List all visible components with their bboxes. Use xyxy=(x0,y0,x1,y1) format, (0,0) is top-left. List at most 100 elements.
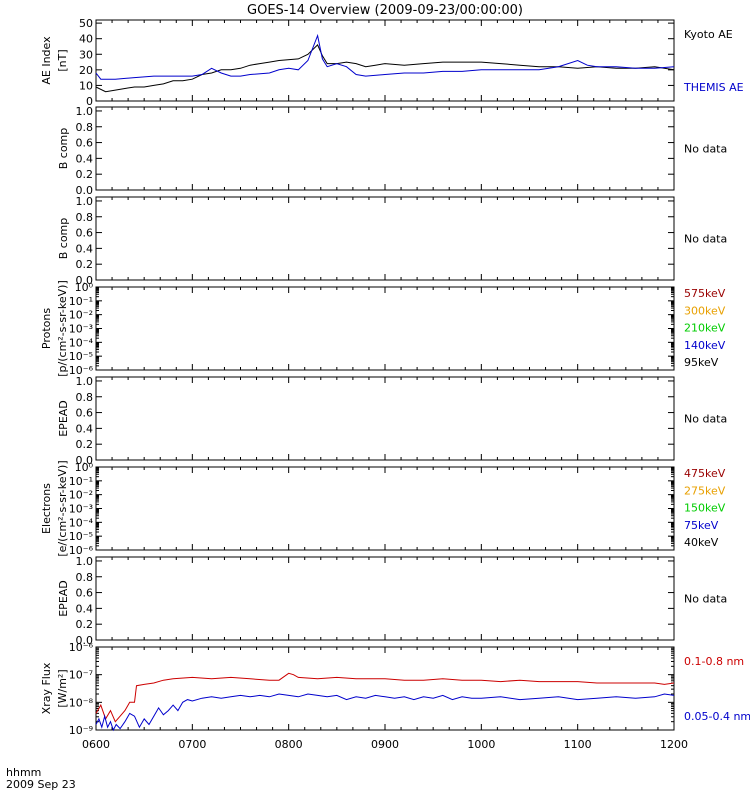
x-tick-label: 0800 xyxy=(275,738,303,751)
panel-frame xyxy=(95,646,675,731)
legend-entry: 275keV xyxy=(684,484,726,497)
y-axis-label: EPEAD xyxy=(57,400,70,437)
x-tick-label: 0900 xyxy=(371,738,399,751)
no-data-message: No data xyxy=(684,593,727,606)
y-tick-label: 0.0 xyxy=(76,274,94,287)
panel-frame xyxy=(95,376,675,461)
y-tick-label: 10⁻⁴ xyxy=(69,336,94,349)
y-tick-label: 10⁻⁵ xyxy=(69,530,93,543)
x-tick-label: 1200 xyxy=(660,738,688,751)
y-tick-label: 20 xyxy=(79,64,93,77)
y-axis-label: EPEAD xyxy=(57,580,70,617)
panel-frame xyxy=(95,286,675,371)
y-tick-label: 0.0 xyxy=(76,184,94,197)
footer-date-label: 2009 Sep 23 xyxy=(6,778,76,791)
y-tick-label: 10 xyxy=(79,79,93,92)
y-axis-label: [p/(cm²-s-sr-keV)] xyxy=(56,280,69,377)
y-axis-label: B comp xyxy=(57,218,70,260)
y-tick-label: 0.2 xyxy=(76,618,94,631)
y-axis-label: [W/m²] xyxy=(56,669,69,707)
y-tick-label: 0.6 xyxy=(76,227,94,240)
y-tick-label: 0.6 xyxy=(76,407,94,420)
y-tick-label: 10⁻⁶ xyxy=(69,544,94,557)
legend-entry: 150keV xyxy=(684,502,726,515)
y-axis-label: AE Index xyxy=(40,36,53,85)
y-tick-label: 0.4 xyxy=(76,152,94,165)
y-tick-label: 0.2 xyxy=(76,438,94,451)
y-tick-label: 0.4 xyxy=(76,242,94,255)
y-tick-label: 1.0 xyxy=(76,105,94,118)
y-tick-label: 10⁻³ xyxy=(69,503,93,516)
y-tick-label: 30 xyxy=(79,48,93,61)
x-tick-label: 0700 xyxy=(178,738,206,751)
y-tick-label: 0 xyxy=(86,95,93,108)
y-tick-label: 10⁻¹ xyxy=(69,295,93,308)
panel-frame xyxy=(95,196,675,281)
y-tick-label: 40 xyxy=(79,33,93,46)
y-axis-label: Xray Flux xyxy=(40,662,53,714)
y-tick-label: 10⁻⁶ xyxy=(69,641,94,654)
panel-frame xyxy=(95,19,675,102)
y-tick-label: 0.2 xyxy=(76,258,94,271)
y-tick-label: 10⁻¹ xyxy=(69,475,93,488)
series-line-kyoto-ae xyxy=(95,44,675,93)
x-tick-label: 1100 xyxy=(564,738,592,751)
legend-entry: 40keV xyxy=(684,536,719,549)
y-tick-label: 0.4 xyxy=(76,422,94,435)
legend-entry: 210keV xyxy=(684,322,726,335)
y-tick-label: 1.0 xyxy=(76,555,94,568)
y-tick-label: 10⁰ xyxy=(75,461,94,474)
legend-entry: 140keV xyxy=(684,339,726,352)
y-axis-label: Protons xyxy=(40,308,53,349)
x-tick-label: 0600 xyxy=(82,738,110,751)
y-axis-label: Electrons xyxy=(40,483,53,534)
panel-8: 10⁻⁹ 10⁻⁸ 10⁻⁷ 10⁻⁶ Xray Flux [W/m²] 0.1-0.8 n… xyxy=(40,641,750,737)
legend-entry: 0.05-0.4 nm xyxy=(684,710,750,723)
y-tick-label: 0.0 xyxy=(76,634,94,647)
panel-3: 0.0 0.2 0.4 0.6 0.8 1.0 B comp No data xyxy=(57,195,727,287)
y-tick-label: 1.0 xyxy=(76,195,94,208)
y-tick-label: 10⁻² xyxy=(69,309,93,322)
y-tick-label: 10⁻² xyxy=(69,489,93,502)
y-axis-label: [e/(cm²-s-sr-keV)] xyxy=(56,460,69,556)
panel-4: 10⁻⁶10⁻⁵10⁻⁴10⁻³10⁻²10⁻¹10⁰ Protons [p/(cm… xyxy=(40,280,726,377)
y-tick-label: 0.8 xyxy=(76,571,94,584)
y-tick-label: 0.4 xyxy=(76,602,94,615)
panel-1: 0 10 20 30 40 50 AE Index [nT] Kyoto AE THEMIS AE xyxy=(40,17,744,108)
y-axis-label: B comp xyxy=(57,128,70,170)
y-tick-label: 10⁻³ xyxy=(69,323,93,336)
legend-entry: Kyoto AE xyxy=(684,28,733,41)
y-tick-label: 10⁻⁴ xyxy=(69,516,94,529)
legend-entry: 300keV xyxy=(684,304,726,317)
panel-frame xyxy=(95,466,675,551)
panel-6: 10⁻⁶10⁻⁵10⁻⁴10⁻³10⁻²10⁻¹10⁰ Electrons [e/(… xyxy=(40,460,726,557)
legend-entry: 0.1-0.8 nm xyxy=(684,655,744,668)
panels-group: 0 10 20 30 40 50 AE Index [nT] Kyoto AE THEMIS AE… xyxy=(40,17,750,751)
legend-entry: 75keV xyxy=(684,519,719,532)
y-tick-label: 10⁰ xyxy=(75,281,94,294)
y-tick-label: 10⁻⁶ xyxy=(69,364,94,377)
legend-entry: THEMIS AE xyxy=(683,81,744,94)
y-tick-label: 10⁻⁵ xyxy=(69,350,93,363)
panel-frame xyxy=(95,106,675,191)
no-data-message: No data xyxy=(684,233,727,246)
y-tick-label: 0.6 xyxy=(76,587,94,600)
x-tick-label: 1000 xyxy=(467,738,495,751)
y-tick-label: 0.6 xyxy=(76,137,94,150)
no-data-message: No data xyxy=(684,143,727,156)
legend-entry: 95keV xyxy=(684,356,719,369)
series-line-themis-ae xyxy=(95,33,675,80)
panel-5: 0.0 0.2 0.4 0.6 0.8 1.0 EPEAD No data xyxy=(57,375,727,467)
y-axis-label: [nT] xyxy=(56,49,69,71)
y-tick-label: 1.0 xyxy=(76,375,94,388)
panel-7: 0.0 0.2 0.4 0.6 0.8 1.0 EPEAD No data xyxy=(57,555,727,647)
y-tick-label: 10⁻⁸ xyxy=(69,696,94,709)
legend-entry: 475keV xyxy=(684,467,726,480)
y-tick-label: 50 xyxy=(79,17,93,30)
series-line-0-05-0-4-nm xyxy=(95,693,675,732)
y-tick-label: 0.8 xyxy=(76,121,94,134)
footer-time-label: hhmm xyxy=(6,766,41,779)
series-line-0-1-0-8-nm xyxy=(95,672,675,723)
y-tick-label: 0.2 xyxy=(76,168,94,181)
